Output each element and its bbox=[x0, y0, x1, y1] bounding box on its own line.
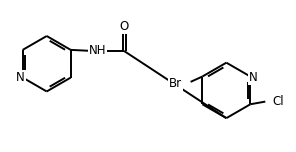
Text: O: O bbox=[119, 20, 129, 33]
Text: N: N bbox=[249, 71, 258, 84]
Text: Cl: Cl bbox=[272, 95, 284, 108]
Text: N: N bbox=[16, 71, 25, 84]
Text: Br: Br bbox=[169, 78, 182, 90]
Text: NH: NH bbox=[89, 44, 106, 57]
